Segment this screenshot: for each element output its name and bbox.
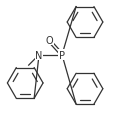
Text: O: O <box>45 36 53 45</box>
Text: N: N <box>35 50 42 60</box>
Text: P: P <box>59 50 65 60</box>
